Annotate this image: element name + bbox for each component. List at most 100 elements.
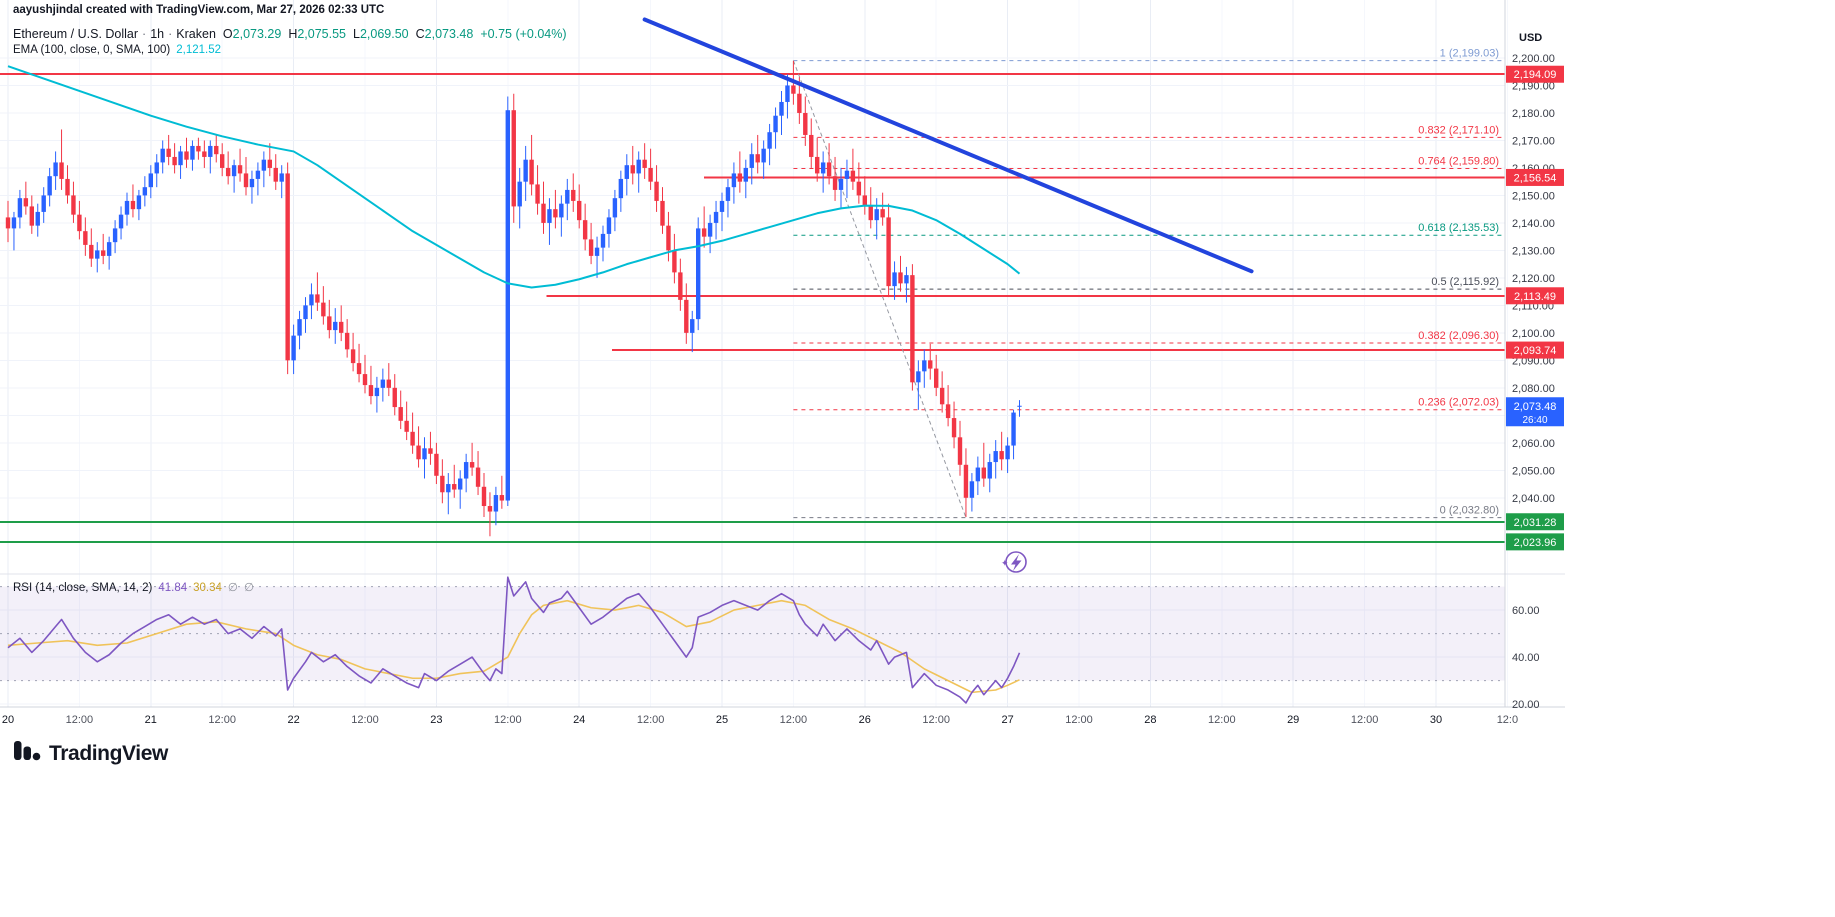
tradingview-logo[interactable]: TradingView <box>14 741 168 766</box>
close-label: C <box>415 27 425 41</box>
separator-dot: · <box>168 27 173 41</box>
chart-canvas[interactable]: 1 (2,199.03) 0.832 (2,171.10) 0.764 (2,159… <box>0 0 1565 737</box>
trendline[interactable] <box>642 17 1254 274</box>
ema-legend[interactable]: EMA (100, close, 0, SMA, 100) 2,121.52 <box>13 44 221 56</box>
rsi-empty-value: ∅ <box>243 582 254 594</box>
svg-text:12:00: 12:00 <box>637 714 665 726</box>
svg-text:2,093.74: 2,093.74 <box>1514 345 1557 357</box>
svg-text:0.832 (2,171.10): 0.832 (2,171.10) <box>1418 124 1499 136</box>
axis-currency-label: USD <box>1519 32 1542 44</box>
svg-text:0.5 (2,115.92): 0.5 (2,115.92) <box>1431 276 1499 288</box>
exchange-label: Kraken <box>176 27 216 41</box>
svg-text:2,031.28: 2,031.28 <box>1514 517 1557 529</box>
price-badges: 2,194.09 2,156.54 2,113.49 2,093.74 2,031.28… <box>1506 65 1564 551</box>
svg-text:27: 27 <box>1001 714 1013 726</box>
change-value: +0.75 (+0.04%) <box>480 27 567 41</box>
ema-value: 2,121.52 <box>176 44 222 56</box>
tradingview-wordmark: TradingView <box>49 741 168 765</box>
svg-text:12:00: 12:00 <box>1208 714 1236 726</box>
svg-text:21: 21 <box>145 714 157 726</box>
svg-text:2,130.00: 2,130.00 <box>1512 245 1555 257</box>
rsi-line <box>7 576 1021 704</box>
svg-text:2,170.00: 2,170.00 <box>1512 135 1555 147</box>
flash-icon[interactable]: ✦ <box>1001 551 1027 573</box>
svg-text:26: 26 <box>859 714 871 726</box>
svg-text:✦: ✦ <box>1001 558 1009 568</box>
price-badge: 2,023.96 <box>1506 533 1564 551</box>
svg-text:2,194.09: 2,194.09 <box>1514 69 1557 81</box>
price-badge: 2,194.09 <box>1506 65 1564 83</box>
svg-text:12:00: 12:00 <box>351 714 379 726</box>
symbol-legend[interactable]: Ethereum / U.S. Dollar · 1h · Kraken O2,073.2… <box>13 27 567 41</box>
svg-text:12:00: 12:00 <box>66 714 94 726</box>
svg-text:2,060.00: 2,060.00 <box>1512 438 1555 450</box>
price-axis[interactable]: USD2,200.002,190.002,180.002,170.002,160… <box>1512 32 1555 711</box>
svg-text:2,156.54: 2,156.54 <box>1514 172 1557 184</box>
pane-separators <box>0 0 1565 708</box>
svg-text:12:00: 12:00 <box>1065 714 1093 726</box>
svg-text:12:00: 12:00 <box>780 714 808 726</box>
svg-text:0.618 (2,135.53): 0.618 (2,135.53) <box>1418 222 1499 234</box>
chart-svg[interactable]: 1 (2,199.03) 0.832 (2,171.10) 0.764 (2,159… <box>0 0 1565 732</box>
svg-text:12:00: 12:00 <box>922 714 950 726</box>
interval-label: 1h <box>150 27 165 41</box>
svg-text:20.00: 20.00 <box>1512 699 1540 711</box>
rsi-legend[interactable]: RSI (14, close, SMA, 14, 2) 41.84 30.34 ∅ ∅ <box>13 580 254 594</box>
svg-text:2,023.96: 2,023.96 <box>1514 537 1557 549</box>
svg-text:2,100.00: 2,100.00 <box>1512 328 1555 340</box>
svg-text:28: 28 <box>1144 714 1156 726</box>
tradingview-logo-icon <box>14 741 41 761</box>
rsi-sma-value: 30.34 <box>193 582 222 594</box>
svg-text:2,190.00: 2,190.00 <box>1512 80 1555 92</box>
fib-retracement[interactable]: 1 (2,199.03) 0.832 (2,171.10) 0.764 (2,159… <box>793 48 1505 519</box>
candlestick-series <box>5 60 1022 537</box>
svg-text:0.236 (2,072.03): 0.236 (2,072.03) <box>1418 397 1499 409</box>
svg-text:0.764 (2,159.80): 0.764 (2,159.80) <box>1418 155 1499 167</box>
svg-text:2,080.00: 2,080.00 <box>1512 383 1555 395</box>
svg-text:2,073.48: 2,073.48 <box>1514 401 1557 413</box>
svg-text:2,040.00: 2,040.00 <box>1512 493 1555 505</box>
open-value: 2,073.29 <box>232 27 282 41</box>
ema-line <box>7 65 1021 289</box>
svg-text:24: 24 <box>573 714 585 726</box>
current-price-badge: 2,073.48 26:40 <box>1506 397 1564 427</box>
svg-text:12:0: 12:0 <box>1497 714 1518 726</box>
svg-text:20: 20 <box>2 714 14 726</box>
high-value: 2,075.55 <box>297 27 347 41</box>
high-label: H <box>288 27 298 41</box>
measure-line[interactable] <box>792 60 967 518</box>
svg-text:2,113.49: 2,113.49 <box>1514 291 1556 303</box>
grid <box>0 0 1505 707</box>
svg-text:2,050.00: 2,050.00 <box>1512 465 1555 477</box>
svg-text:25: 25 <box>716 714 728 726</box>
svg-text:40.00: 40.00 <box>1512 652 1540 664</box>
svg-text:30: 30 <box>1430 714 1442 726</box>
rsi-sma-line <box>7 599 1020 694</box>
price-badge: 2,031.28 <box>1506 513 1564 531</box>
svg-text:12:00: 12:00 <box>208 714 236 726</box>
svg-text:12:00: 12:00 <box>494 714 522 726</box>
attribution-text: aayushjindal created with TradingView.co… <box>13 4 385 16</box>
low-label: L <box>353 27 360 41</box>
svg-text:12:00: 12:00 <box>1351 714 1379 726</box>
time-axis[interactable]: 20 12:00 21 12:00 22 12:00 23 12:00 24 12:00 25 12:… <box>2 714 1518 726</box>
svg-text:22: 22 <box>287 714 299 726</box>
svg-text:2,180.00: 2,180.00 <box>1512 108 1555 120</box>
symbol-title: Ethereum / U.S. Dollar <box>13 27 139 41</box>
price-badge: 2,113.49 <box>1506 287 1564 305</box>
svg-text:0 (2,032.80): 0 (2,032.80) <box>1440 505 1499 517</box>
svg-text:2,150.00: 2,150.00 <box>1512 190 1555 202</box>
price-badge: 2,093.74 <box>1506 341 1564 359</box>
rsi-value: 41.84 <box>158 582 188 594</box>
separator-dot: · <box>142 27 147 41</box>
rsi-label: RSI (14, close, SMA, 14, 2) <box>13 582 153 594</box>
price-badge: 2,156.54 <box>1506 168 1564 186</box>
svg-text:1 (2,199.03): 1 (2,199.03) <box>1440 48 1499 60</box>
low-value: 2,069.50 <box>359 27 409 41</box>
svg-text:26:40: 26:40 <box>1522 415 1547 426</box>
open-label: O <box>222 27 233 41</box>
svg-text:0.382 (2,096.30): 0.382 (2,096.30) <box>1418 330 1499 342</box>
horizontal-lines[interactable] <box>0 73 1505 543</box>
ema-label: EMA (100, close, 0, SMA, 100) <box>13 44 171 56</box>
